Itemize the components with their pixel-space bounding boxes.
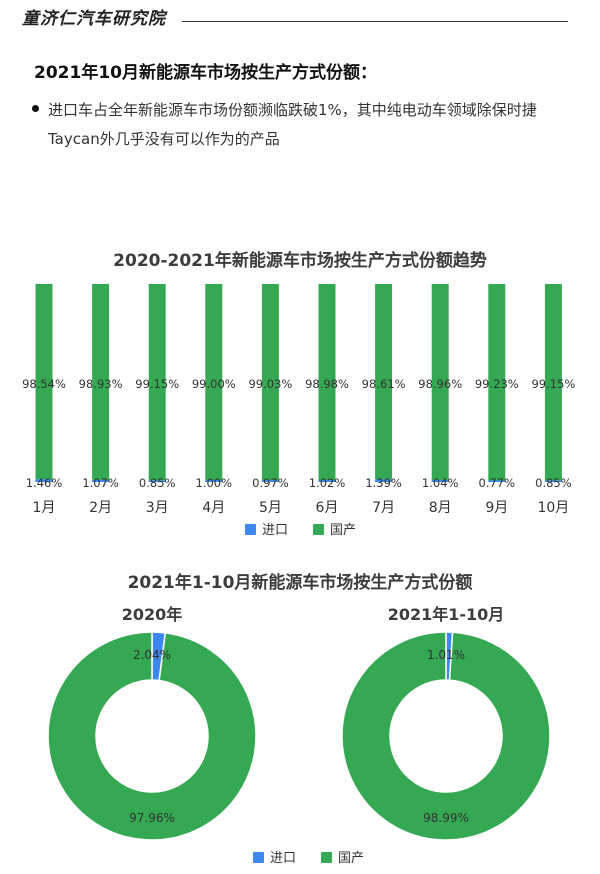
x-tick-1: 1月 [33,500,56,516]
label-import-1: 1.46% [26,476,63,490]
bar-import-8 [431,479,449,482]
bar-chart-plot: 98.54% 1.46% 1月 98.93% 1.07% 2月 99.15% 0.85% 3月 9… [22,284,575,516]
x-tick-9: 9月 [485,500,508,516]
label-domestic-4: 99.00% [192,377,236,391]
label-import-7: 1.39% [365,476,402,490]
label-import-6: 1.02% [309,476,346,490]
x-tick-8: 8月 [429,500,452,516]
donut-2-label-import: 1.01% [427,648,465,662]
bullet-dot-icon [32,105,39,112]
bar-domestic-7 [375,284,393,480]
donut-1-slice-2 [47,631,257,841]
bar-import-1 [35,479,53,482]
label-import-9: 0.77% [479,476,516,490]
label-import-8: 1.04% [422,476,459,490]
legend-import-swatch [245,524,256,535]
donut-2-label-domestic: 98.99% [423,811,469,825]
legend-domestic-label: 国产 [330,523,356,538]
legend2-domestic-label: 国产 [338,851,364,866]
bar-import-2 [92,479,110,482]
x-tick-7: 7月 [372,500,395,516]
label-import-4: 1.00% [196,476,233,490]
donut-charts: 2.04% 97.96% 1.01% 98.99% [47,631,551,841]
label-import-3: 0.85% [139,476,176,490]
bar-chart-legend: 进口 国产 [245,523,356,538]
bar-import-3 [148,480,166,482]
label-domestic-10: 99.15% [531,377,575,391]
legend2-domestic-swatch [321,852,332,863]
bar-domestic-4 [205,284,223,481]
bar-domestic-10 [544,284,562,481]
label-domestic-5: 99.03% [248,377,292,391]
bar-domestic-9 [488,284,506,481]
x-tick-2: 2月 [89,500,112,516]
legend-domestic-swatch [313,524,324,535]
donut-2020-subtitle: 2020年 [122,605,183,624]
label-domestic-2: 98.93% [79,377,123,391]
x-tick-4: 4月 [202,500,225,516]
bar-import-6 [318,479,336,482]
x-tick-6: 6月 [316,500,339,516]
bar-chart-title: 2020-2021年新能源车市场按生产方式份额趋势 [113,250,487,271]
label-domestic-6: 98.98% [305,377,349,391]
legend2-import-label: 进口 [270,851,296,866]
bar-import-9 [488,480,506,482]
bar-domestic-6 [318,284,336,480]
donut-1-label-import: 2.04% [133,648,171,662]
header-divider [182,21,568,22]
label-domestic-7: 98.61% [362,377,406,391]
legend-import-label: 进口 [262,523,288,538]
label-import-10: 0.85% [535,476,572,490]
pie-chart-legend: 进口 国产 [253,851,364,866]
brand-logo-text: 童济仁汽车研究院 [22,9,166,29]
x-tick-3: 3月 [146,500,169,516]
bar-domestic-5 [261,284,279,481]
label-domestic-1: 98.54% [22,377,66,391]
bar-import-4 [205,480,223,482]
donut-1-label-domestic: 97.96% [129,811,175,825]
label-import-2: 1.07% [82,476,119,490]
section-title: 2021年10月新能源车市场按生产方式份额： [34,63,377,83]
bar-domestic-3 [148,284,166,481]
bar-domestic-8 [431,284,449,480]
donut-2021-subtitle: 2021年1-10月 [388,605,505,624]
bullet-text: 进口车占全年新能源车市场份额濒临跌破1%，其中纯电动车领域除保时捷Taycan外… [48,101,537,148]
label-domestic-8: 98.96% [418,377,462,391]
pie-chart-title: 2021年1-10月新能源车市场按生产方式份额 [128,572,473,593]
label-domestic-9: 99.23% [475,377,519,391]
label-domestic-3: 99.15% [135,377,179,391]
donut-2-slice-2 [341,631,551,841]
legend2-import-swatch [253,852,264,863]
bar-import-5 [261,480,279,482]
x-tick-5: 5月 [259,500,282,516]
bar-domestic-1 [35,284,53,480]
x-tick-10: 10月 [537,500,569,516]
bar-import-10 [544,480,562,482]
label-import-5: 0.97% [252,476,289,490]
bar-import-7 [375,479,393,482]
bar-domestic-2 [92,284,110,480]
